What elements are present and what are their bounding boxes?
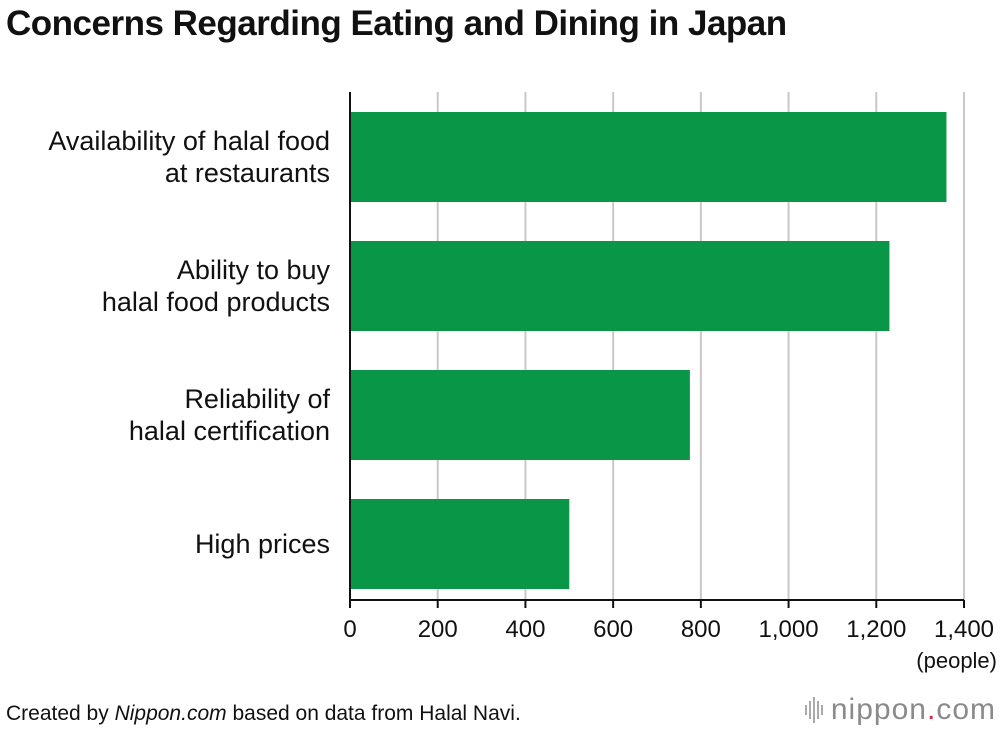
source-suffix: based on data from Halal Navi. — [226, 702, 521, 725]
axes — [349, 92, 965, 608]
x-tick-label: 0 — [343, 616, 356, 643]
logo-tld: com — [936, 693, 996, 726]
category-label-line: halal certification — [129, 416, 330, 446]
bar — [350, 499, 570, 589]
tick-labels: 0 200 400 600 800 1,000 1,200 1,400 — [343, 616, 994, 643]
logo-name: nippon — [830, 693, 927, 726]
category-label: High prices — [195, 529, 330, 559]
bar — [350, 112, 947, 202]
category-label-line: at restaurants — [165, 158, 330, 188]
category-label-line: Availability of halal food — [48, 126, 330, 156]
category-label-line: High prices — [195, 529, 330, 559]
x-tick-label: 400 — [505, 616, 545, 643]
category-label-line: halal food products — [102, 287, 330, 317]
source-note: Created by Nippon.com based on data from… — [6, 702, 521, 726]
bar — [350, 370, 690, 460]
bar-chart: Availability of halal food at restaurants… — [48, 92, 997, 673]
category-label-line: Reliability of — [184, 384, 330, 414]
category-label: Reliability of halal certification — [129, 384, 331, 446]
x-tick-label: 1,000 — [759, 616, 819, 643]
category-label: Ability to buy halal food products — [102, 255, 331, 317]
unit-label: (people) — [916, 648, 997, 673]
source-prefix: Created by — [6, 702, 115, 725]
x-tick-label: 1,400 — [934, 616, 994, 643]
category-label: Availability of halal food at restaurants — [48, 126, 330, 188]
logo-dot: . — [926, 693, 937, 726]
logo-mark-icon — [804, 695, 825, 725]
x-tick-label: 800 — [681, 616, 721, 643]
category-label-line: Ability to buy — [177, 255, 331, 285]
x-tick-label: 200 — [418, 616, 458, 643]
chart-title: Concerns Regarding Eating and Dining in … — [6, 4, 787, 43]
category-labels: Availability of halal food at restaurants… — [48, 126, 330, 559]
bar — [350, 241, 890, 331]
x-tick-label: 1,200 — [846, 616, 906, 643]
bars — [350, 112, 947, 589]
source-italic: Nippon.com — [114, 702, 227, 725]
x-tick-label: 600 — [593, 616, 633, 643]
nippon-logo: nippon. com — [804, 693, 996, 727]
